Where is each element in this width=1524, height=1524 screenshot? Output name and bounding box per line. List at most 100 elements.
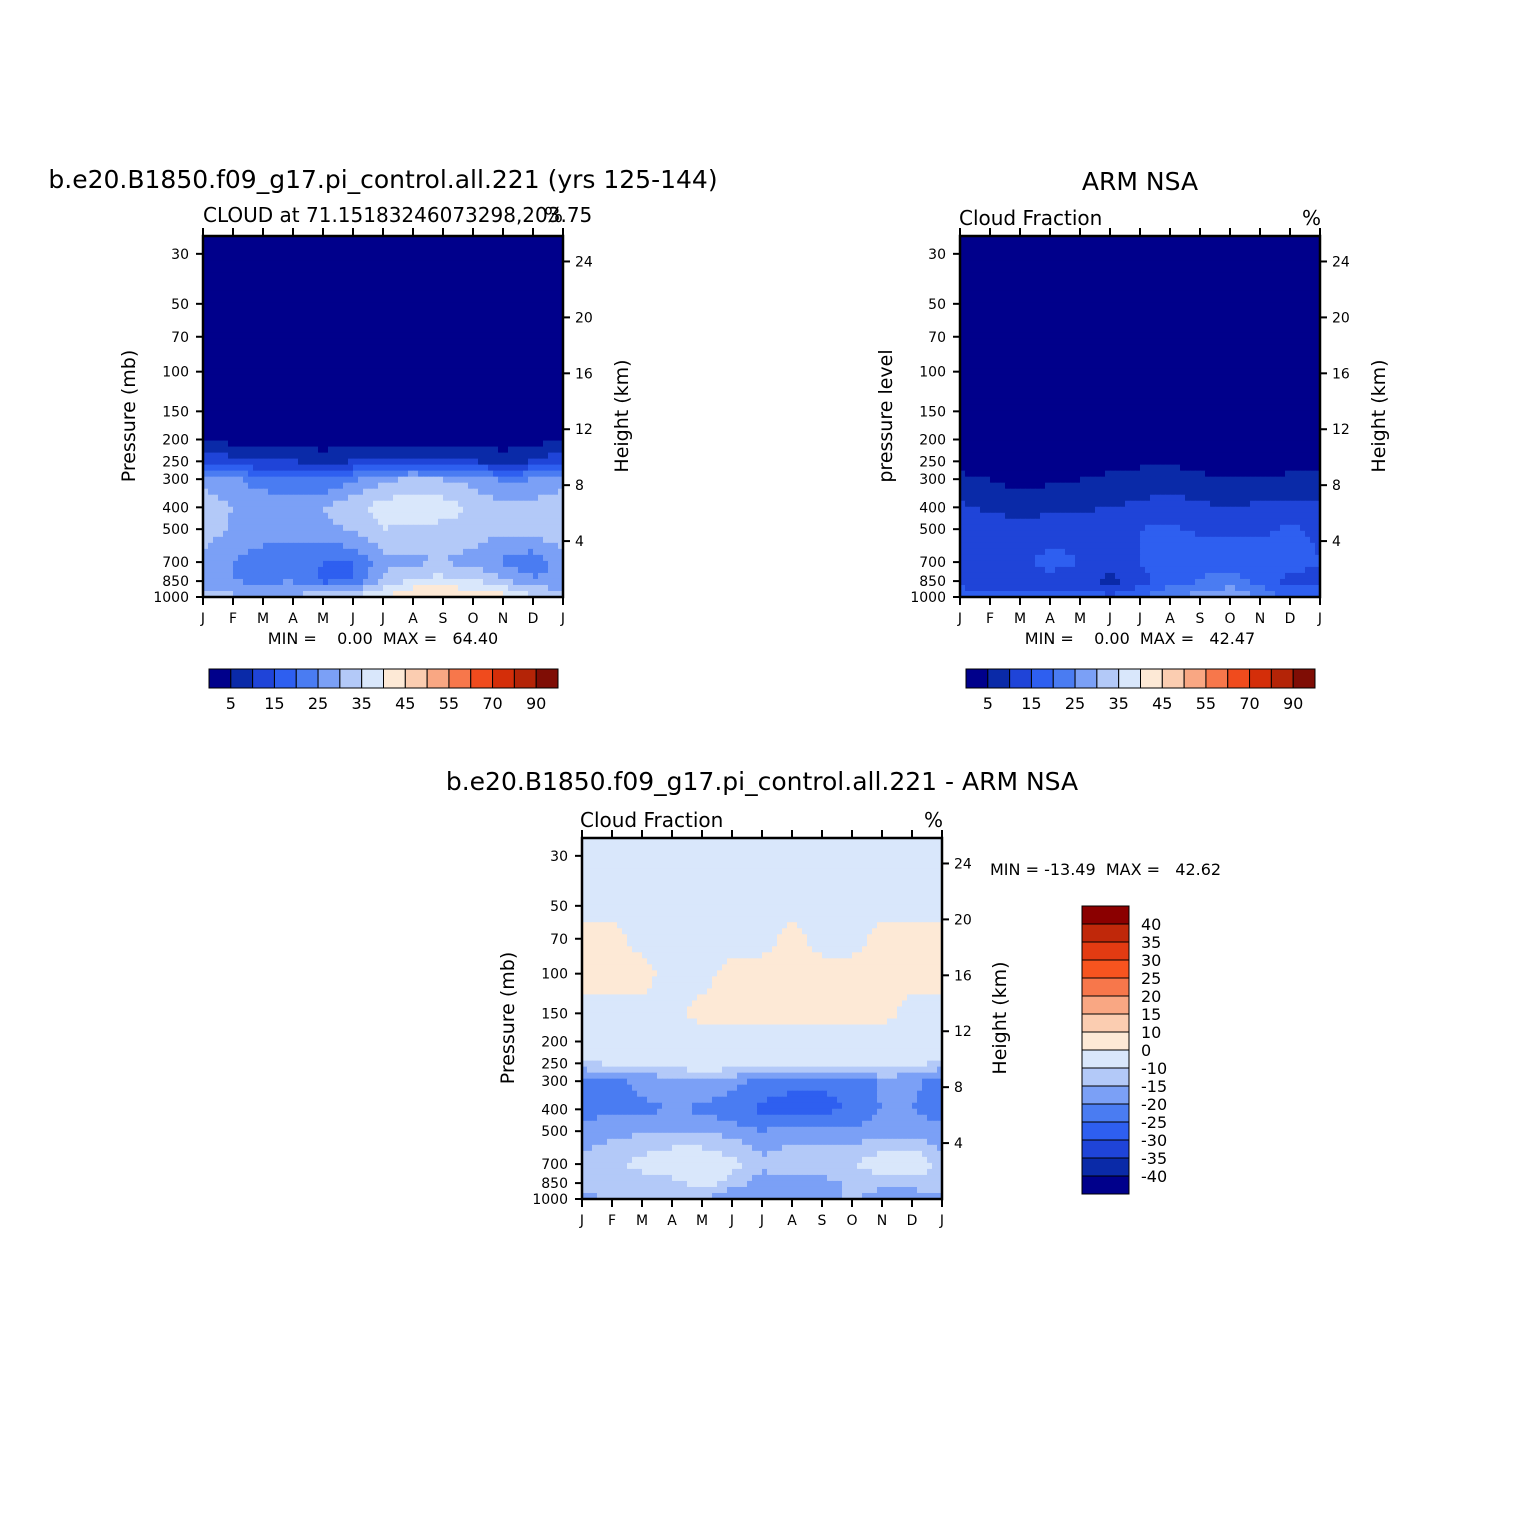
field-cell bbox=[248, 338, 254, 345]
field-cell bbox=[463, 410, 469, 418]
field-cell bbox=[308, 470, 314, 478]
field-cell bbox=[378, 278, 384, 285]
field-cell bbox=[483, 302, 489, 309]
field-cell bbox=[233, 242, 239, 249]
field-cell bbox=[528, 302, 534, 309]
field-cell bbox=[418, 410, 424, 418]
field-cell bbox=[228, 530, 234, 538]
field-cell bbox=[243, 338, 249, 345]
field-cell bbox=[218, 314, 224, 321]
field-cell bbox=[443, 536, 449, 544]
field-cell bbox=[518, 296, 524, 303]
field-cell bbox=[223, 260, 229, 267]
field-cell bbox=[358, 584, 364, 592]
field-cell bbox=[298, 314, 304, 321]
field-cell bbox=[403, 368, 409, 375]
field-cell bbox=[323, 566, 329, 574]
field-cell bbox=[318, 296, 324, 303]
field-cell bbox=[248, 458, 254, 466]
field-cell bbox=[1135, 248, 1141, 255]
field-cell bbox=[328, 584, 334, 592]
field-cell bbox=[1075, 254, 1081, 261]
field-cell bbox=[373, 368, 379, 375]
field-cell bbox=[1000, 272, 1006, 279]
field-cell bbox=[463, 290, 469, 297]
field-cell bbox=[443, 464, 449, 472]
field-cell bbox=[488, 470, 494, 478]
field-cell bbox=[218, 386, 224, 394]
field-cell bbox=[508, 314, 514, 321]
field-cell bbox=[343, 344, 349, 351]
field-cell bbox=[278, 368, 284, 375]
field-cell bbox=[298, 494, 304, 502]
colorbar: 5 15 25 35 45 55 70 90 bbox=[208, 668, 559, 713]
field-cell bbox=[468, 254, 474, 261]
field-cell bbox=[278, 500, 284, 508]
field-cell bbox=[303, 488, 309, 496]
field-cell bbox=[413, 320, 419, 327]
field-cell bbox=[1170, 260, 1176, 267]
field-cell bbox=[468, 506, 474, 514]
field-cell bbox=[448, 302, 454, 309]
field-cell bbox=[298, 386, 304, 394]
field-cell bbox=[423, 488, 429, 496]
field-cell bbox=[283, 578, 289, 586]
field-cell bbox=[1270, 254, 1276, 261]
field-cell bbox=[328, 428, 334, 436]
field-cell bbox=[508, 278, 514, 285]
field-cell bbox=[493, 284, 499, 291]
field-cell bbox=[533, 536, 539, 544]
field-cell bbox=[1280, 236, 1286, 243]
field-cell bbox=[438, 452, 444, 460]
field-cell bbox=[558, 548, 563, 556]
field-cell bbox=[518, 368, 524, 375]
field-cell bbox=[443, 368, 449, 375]
field-cell bbox=[503, 404, 509, 412]
field-cell bbox=[473, 428, 479, 436]
field-cell bbox=[1230, 266, 1236, 273]
field-cell bbox=[268, 500, 274, 508]
field-cell bbox=[223, 296, 229, 303]
field-cell bbox=[358, 512, 364, 520]
field-cell bbox=[243, 548, 249, 556]
field-cell bbox=[463, 476, 469, 484]
field-cell bbox=[278, 506, 284, 514]
field-cell bbox=[403, 422, 409, 430]
field-cell bbox=[353, 488, 359, 496]
field-cell bbox=[368, 464, 374, 472]
field-cell bbox=[318, 302, 324, 309]
field-cell bbox=[1070, 266, 1076, 273]
field-cell bbox=[498, 584, 504, 592]
field-cell bbox=[228, 242, 234, 249]
field-cell bbox=[363, 326, 369, 333]
field-cell bbox=[398, 422, 404, 430]
field-cell bbox=[318, 362, 324, 369]
field-cell bbox=[383, 314, 389, 321]
field-cell bbox=[508, 422, 514, 430]
field-cell bbox=[503, 326, 509, 333]
field-cell bbox=[403, 320, 409, 327]
field-cell bbox=[433, 464, 439, 472]
field-cell bbox=[278, 566, 284, 574]
field-cell bbox=[263, 362, 269, 369]
field-cell bbox=[283, 542, 289, 550]
field-cell bbox=[253, 440, 259, 448]
field-cell bbox=[208, 236, 214, 243]
field-cell bbox=[278, 248, 284, 255]
field-cell bbox=[518, 482, 524, 490]
field-cell bbox=[373, 260, 379, 267]
field-cell bbox=[343, 578, 349, 586]
field-cell bbox=[1065, 254, 1071, 261]
field-cell bbox=[468, 428, 474, 436]
field-cell bbox=[498, 524, 504, 532]
field-cell bbox=[408, 512, 414, 520]
field-cell bbox=[1160, 254, 1166, 261]
field-cell bbox=[223, 518, 229, 526]
field-cell bbox=[1185, 272, 1191, 279]
field-cell bbox=[428, 428, 434, 436]
field-cell bbox=[228, 278, 234, 285]
field-cell bbox=[1305, 248, 1311, 255]
field-cell bbox=[513, 542, 519, 550]
field-cell bbox=[438, 512, 444, 520]
y-right-tick-label: 20 bbox=[575, 310, 593, 326]
